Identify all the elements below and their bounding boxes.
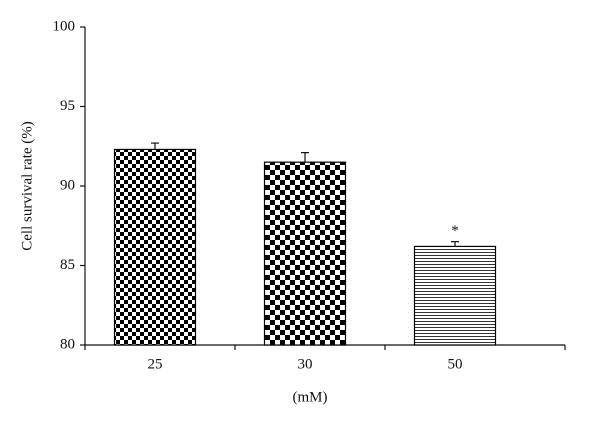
- y-tick-label: 80: [60, 336, 75, 352]
- bar: [263, 161, 347, 346]
- x-axis-label: (mM): [293, 389, 328, 405]
- y-axis-label: Cell survival rate (%): [19, 121, 35, 251]
- bar: [413, 245, 497, 346]
- y-tick-label: 85: [60, 257, 75, 273]
- x-tick-label: 25: [148, 356, 163, 372]
- x-tick-label: 50: [448, 356, 463, 372]
- y-tick-label: 100: [53, 18, 76, 34]
- y-tick-label: 90: [60, 177, 75, 193]
- y-tick-label: 95: [60, 98, 75, 114]
- bar: [113, 148, 197, 346]
- x-tick-label: 30: [298, 356, 313, 372]
- annotation: *: [451, 223, 459, 239]
